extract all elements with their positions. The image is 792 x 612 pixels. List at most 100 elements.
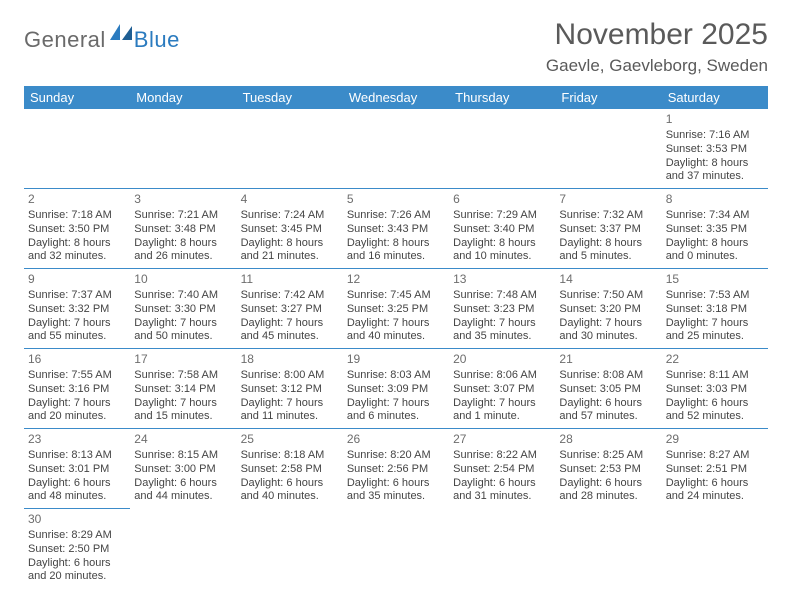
calendar-day: 21Sunrise: 8:08 AMSunset: 3:05 PMDayligh… (555, 349, 661, 429)
calendar-day: 30Sunrise: 8:29 AMSunset: 2:50 PMDayligh… (24, 509, 130, 589)
calendar-blank (24, 109, 130, 189)
daylight-line: Daylight: 8 hours and 21 minutes. (241, 237, 339, 265)
calendar-day: 10Sunrise: 7:40 AMSunset: 3:30 PMDayligh… (130, 269, 236, 349)
calendar-blank (449, 109, 555, 189)
sunset-line: Sunset: 2:51 PM (666, 463, 764, 477)
sunset-line: Sunset: 3:50 PM (28, 223, 126, 237)
day-number: 24 (134, 432, 232, 447)
calendar-body: 1 Sunrise: 7:16 AMSunset: 3:53 PM Daylight… (24, 109, 768, 588)
calendar-day: 15Sunrise: 7:53 AMSunset: 3:18 PMDayligh… (662, 269, 768, 349)
calendar-day: 27Sunrise: 8:22 AMSunset: 2:54 PMDayligh… (449, 429, 555, 509)
dayname-header: Sunday (24, 86, 130, 109)
calendar-day: 28Sunrise: 8:25 AMSunset: 2:53 PMDayligh… (555, 429, 661, 509)
sunset-line: Sunset: 2:53 PM (559, 463, 657, 477)
calendar-table: SundayMondayTuesdayWednesdayThursdayFrid… (24, 86, 768, 588)
day-number: 27 (453, 432, 551, 447)
daylight-line: Daylight: 7 hours and 11 minutes. (241, 397, 339, 425)
calendar-day: 29Sunrise: 8:27 AMSunset: 2:51 PMDayligh… (662, 429, 768, 509)
calendar-day: 17Sunrise: 7:58 AMSunset: 3:14 PMDayligh… (130, 349, 236, 429)
sunrise-line: Sunrise: 7:45 AM (347, 289, 445, 303)
daylight-line: Daylight: 6 hours and 57 minutes. (559, 397, 657, 425)
day-number: 19 (347, 352, 445, 367)
calendar-day: 3Sunrise: 7:21 AMSunset: 3:48 PMDaylight… (130, 189, 236, 269)
sunrise-line: Sunrise: 7:42 AM (241, 289, 339, 303)
sunset-line: Sunset: 3:18 PM (666, 303, 764, 317)
sunset-line: Sunset: 3:07 PM (453, 383, 551, 397)
dayname-header: Saturday (662, 86, 768, 109)
sunrise-line: Sunrise: 8:25 AM (559, 449, 657, 463)
daylight-line: Daylight: 8 hours and 5 minutes. (559, 237, 657, 265)
sunrise-line: Sunrise: 8:18 AM (241, 449, 339, 463)
sunset-line: Sunset: 3:35 PM (666, 223, 764, 237)
sunrise-line: Sunrise: 8:20 AM (347, 449, 445, 463)
calendar-day: 5Sunrise: 7:26 AMSunset: 3:43 PMDaylight… (343, 189, 449, 269)
daylight-line: Daylight: 6 hours and 20 minutes. (28, 557, 126, 585)
calendar-day: 1Sunrise: 7:16 AMSunset: 3:53 PMDaylight… (662, 109, 768, 189)
sunset-line: Sunset: 3:12 PM (241, 383, 339, 397)
daylight-line: Daylight: 6 hours and 35 minutes. (347, 477, 445, 505)
sunrise-line: Sunrise: 8:08 AM (559, 369, 657, 383)
sunset-line: Sunset: 3:23 PM (453, 303, 551, 317)
day-number: 9 (28, 272, 126, 287)
sunrise-line: Sunrise: 8:29 AM (28, 529, 126, 543)
calendar-day: 22Sunrise: 8:11 AMSunset: 3:03 PMDayligh… (662, 349, 768, 429)
day-number: 25 (241, 432, 339, 447)
sunrise-line: Sunrise: 7:16 AM (666, 129, 764, 143)
dayname-header: Thursday (449, 86, 555, 109)
calendar-week: 9Sunrise: 7:37 AMSunset: 3:32 PMDaylight… (24, 269, 768, 349)
calendar-week: 30Sunrise: 8:29 AMSunset: 2:50 PMDayligh… (24, 509, 768, 589)
day-number: 1 (666, 112, 764, 127)
day-number: 17 (134, 352, 232, 367)
calendar-day: 4Sunrise: 7:24 AMSunset: 3:45 PMDaylight… (237, 189, 343, 269)
daylight-line: Daylight: 6 hours and 48 minutes. (28, 477, 126, 505)
sunset-line: Sunset: 3:09 PM (347, 383, 445, 397)
day-number: 15 (666, 272, 764, 287)
calendar-head: SundayMondayTuesdayWednesdayThursdayFrid… (24, 86, 768, 109)
calendar-blank (662, 509, 768, 589)
calendar-day: 11Sunrise: 7:42 AMSunset: 3:27 PMDayligh… (237, 269, 343, 349)
sunrise-line: Sunrise: 7:55 AM (28, 369, 126, 383)
daylight-line: Daylight: 8 hours and 32 minutes. (28, 237, 126, 265)
daylight-line: Daylight: 8 hours and 10 minutes. (453, 237, 551, 265)
dayname-header: Monday (130, 86, 236, 109)
daylight-line: Daylight: 7 hours and 40 minutes. (347, 317, 445, 345)
sunset-line: Sunset: 3:27 PM (241, 303, 339, 317)
sunrise-line: Sunrise: 8:22 AM (453, 449, 551, 463)
sunrise-line: Sunrise: 8:03 AM (347, 369, 445, 383)
calendar-week: 16Sunrise: 7:55 AMSunset: 3:16 PMDayligh… (24, 349, 768, 429)
calendar-day: 8Sunrise: 7:34 AMSunset: 3:35 PMDaylight… (662, 189, 768, 269)
header-bar: General Blue November 2025 Gaevle, Gaevl… (24, 18, 768, 76)
calendar-day: 2Sunrise: 7:18 AMSunset: 3:50 PMDaylight… (24, 189, 130, 269)
day-number: 13 (453, 272, 551, 287)
sunrise-line: Sunrise: 8:06 AM (453, 369, 551, 383)
sunrise-line: Sunrise: 8:15 AM (134, 449, 232, 463)
sunrise-line: Sunrise: 7:21 AM (134, 209, 232, 223)
calendar-day: 18Sunrise: 8:00 AMSunset: 3:12 PMDayligh… (237, 349, 343, 429)
day-number: 4 (241, 192, 339, 207)
sunset-line: Sunset: 3:01 PM (28, 463, 126, 477)
calendar-day: 13Sunrise: 7:48 AMSunset: 3:23 PMDayligh… (449, 269, 555, 349)
sunrise-line: Sunrise: 8:11 AM (666, 369, 764, 383)
calendar-day: 6Sunrise: 7:29 AMSunset: 3:40 PMDaylight… (449, 189, 555, 269)
daylight-line: Daylight: 8 hours and 16 minutes. (347, 237, 445, 265)
calendar-day: 20Sunrise: 8:06 AMSunset: 3:07 PMDayligh… (449, 349, 555, 429)
sail-icon (110, 24, 132, 45)
sunset-line: Sunset: 3:16 PM (28, 383, 126, 397)
sunrise-line: Sunrise: 7:18 AM (28, 209, 126, 223)
day-number: 12 (347, 272, 445, 287)
calendar-blank (237, 509, 343, 589)
sunset-line: Sunset: 3:45 PM (241, 223, 339, 237)
calendar-week: 2Sunrise: 7:18 AMSunset: 3:50 PMDaylight… (24, 189, 768, 269)
day-number: 18 (241, 352, 339, 367)
calendar-day: 24Sunrise: 8:15 AMSunset: 3:00 PMDayligh… (130, 429, 236, 509)
sunset-line: Sunset: 3:53 PM (666, 143, 764, 157)
day-number: 3 (134, 192, 232, 207)
day-number: 29 (666, 432, 764, 447)
day-number: 22 (666, 352, 764, 367)
logo-text-general: General (24, 27, 106, 53)
daylight-line: Daylight: 7 hours and 25 minutes. (666, 317, 764, 345)
calendar-day: 7Sunrise: 7:32 AMSunset: 3:37 PMDaylight… (555, 189, 661, 269)
dayname-header: Tuesday (237, 86, 343, 109)
sunset-line: Sunset: 3:32 PM (28, 303, 126, 317)
calendar-blank (343, 109, 449, 189)
